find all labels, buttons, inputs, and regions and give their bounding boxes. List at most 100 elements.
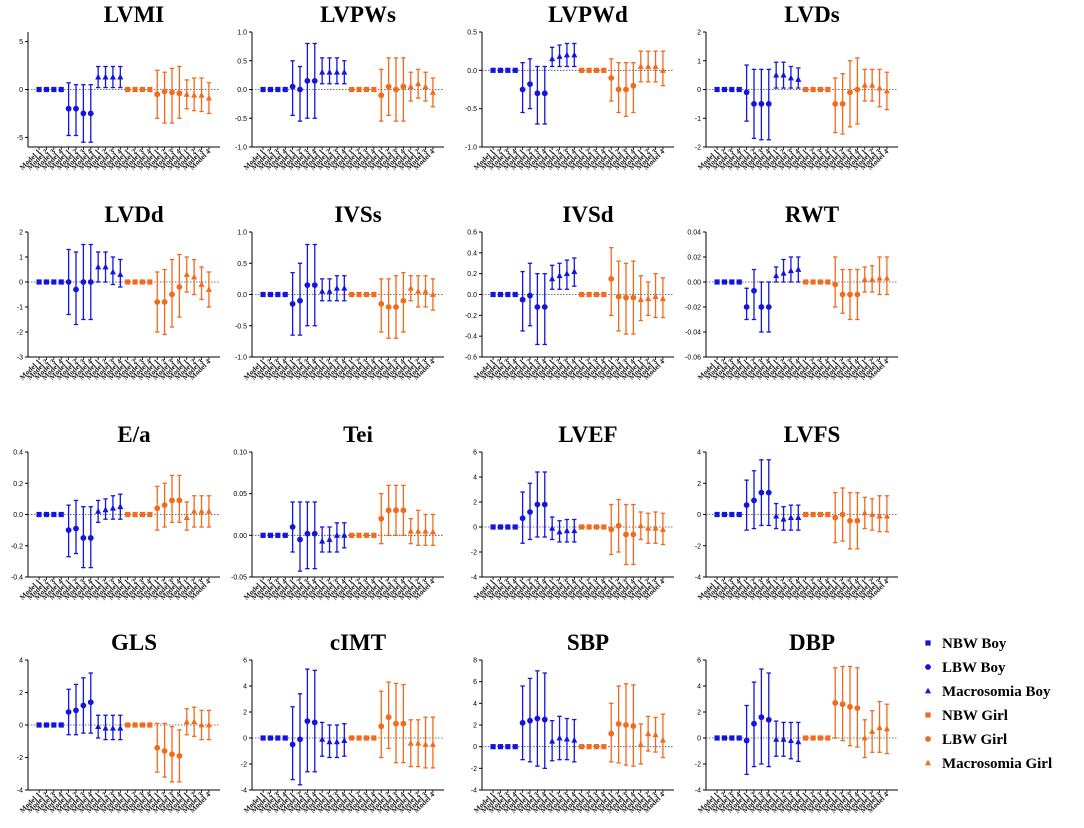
point-marker xyxy=(169,497,175,504)
point-marker xyxy=(378,515,385,522)
point-marker xyxy=(869,276,876,282)
point-marker xyxy=(407,284,414,291)
point-marker xyxy=(117,73,124,80)
point-marker xyxy=(341,68,348,75)
point-marker xyxy=(400,720,407,727)
panel-title: DBP xyxy=(789,630,835,655)
point-marker xyxy=(304,530,311,537)
point-marker xyxy=(393,86,399,93)
point-marker xyxy=(623,86,629,93)
legend-label: LBW Boy xyxy=(942,660,1006,676)
point-marker xyxy=(795,266,802,272)
point-marker xyxy=(154,505,161,512)
point-marker xyxy=(333,284,340,291)
point-marker xyxy=(176,284,183,290)
y-tick-label: -1 xyxy=(695,116,701,123)
y-tick-label: 4 xyxy=(19,658,23,665)
point-marker xyxy=(608,730,615,737)
point-marker xyxy=(637,522,644,529)
legend-item: NBW Girl xyxy=(925,708,1008,724)
point-marker xyxy=(736,511,742,518)
point-marker xyxy=(275,735,281,741)
point-marker xyxy=(758,714,765,721)
point-marker xyxy=(311,530,318,537)
point-marker xyxy=(593,744,600,750)
legend-label: NBW Boy xyxy=(942,636,1007,652)
y-tick-label: 1 xyxy=(19,255,23,262)
point-marker xyxy=(736,86,742,93)
y-tick-label: 2 xyxy=(697,481,701,488)
point-marker xyxy=(198,91,205,98)
y-tick-label: -4 xyxy=(695,788,701,795)
y-tick-label: 0 xyxy=(473,744,477,751)
point-marker xyxy=(758,304,765,310)
y-tick-label: -5 xyxy=(17,135,23,142)
panel-title: IVSs xyxy=(334,202,381,227)
point-marker xyxy=(714,279,720,285)
point-marker xyxy=(563,51,570,58)
point-marker xyxy=(825,279,831,285)
point-marker xyxy=(198,281,205,287)
panel-title: IVSd xyxy=(562,202,613,227)
point-marker xyxy=(721,86,728,93)
point-marker xyxy=(615,293,622,300)
point-marker xyxy=(349,291,355,298)
point-marker xyxy=(117,503,124,510)
point-marker xyxy=(869,728,876,734)
y-tick-label: -2 xyxy=(471,550,477,557)
panel-title: RWT xyxy=(785,202,839,227)
y-tick-label: 2 xyxy=(19,230,23,237)
point-marker xyxy=(415,527,422,534)
point-marker xyxy=(58,722,64,728)
point-marker xyxy=(497,744,504,750)
point-marker xyxy=(80,110,87,117)
point-marker xyxy=(205,286,212,292)
y-tick-label: 6 xyxy=(473,679,477,686)
point-marker xyxy=(378,300,385,307)
y-tick-label: 0.0 xyxy=(467,292,477,299)
point-marker xyxy=(43,86,50,93)
point-marker xyxy=(43,279,50,285)
point-marker xyxy=(579,67,585,73)
y-tick-label: 4 xyxy=(697,684,701,691)
point-marker xyxy=(58,511,64,518)
point-marker xyxy=(571,527,578,534)
point-marker xyxy=(139,279,146,285)
point-marker xyxy=(319,287,326,294)
y-tick-label: -3 xyxy=(17,355,23,362)
y-tick-label: 2 xyxy=(697,30,701,37)
point-marker xyxy=(751,497,757,504)
point-marker xyxy=(304,77,311,84)
point-marker xyxy=(751,100,757,107)
point-marker xyxy=(95,507,102,514)
legend-item: LBW Girl xyxy=(925,732,1007,748)
y-tick-label: 2 xyxy=(243,710,247,717)
y-tick-label: 4 xyxy=(473,701,477,708)
point-marker xyxy=(363,291,370,298)
point-marker xyxy=(139,86,146,93)
point-marker xyxy=(319,537,326,544)
point-marker xyxy=(282,86,288,93)
point-marker xyxy=(169,751,175,758)
point-marker xyxy=(505,67,511,73)
legend-marker xyxy=(925,759,931,766)
point-marker xyxy=(601,524,607,530)
point-marker xyxy=(556,528,563,535)
point-marker xyxy=(260,291,266,298)
point-marker xyxy=(652,63,659,69)
point-marker xyxy=(563,270,570,277)
point-marker xyxy=(556,53,563,59)
point-marker xyxy=(422,527,429,534)
point-marker xyxy=(817,735,824,741)
point-marker xyxy=(289,83,296,90)
y-tick-label: -1.0 xyxy=(235,355,247,362)
legend-label: NBW Girl xyxy=(942,708,1008,724)
point-marker xyxy=(497,67,504,73)
point-marker xyxy=(371,735,377,741)
point-marker xyxy=(787,74,794,81)
